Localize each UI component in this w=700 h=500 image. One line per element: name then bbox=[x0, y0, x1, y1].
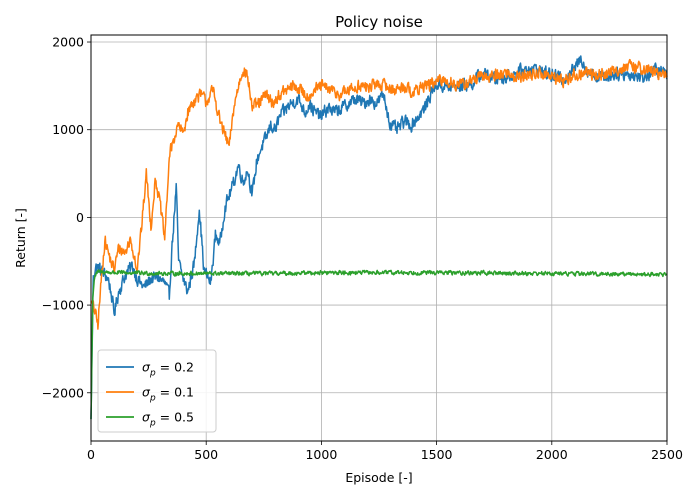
legend-label: σp = 0.1 bbox=[142, 385, 194, 404]
plot-frame bbox=[90, 34, 668, 442]
y-axis: −2000 −1000 0 1000 2000 bbox=[42, 35, 91, 400]
x-tick-label: 1000 bbox=[305, 447, 337, 462]
series-line bbox=[90, 269, 668, 420]
x-tick-label: 2000 bbox=[536, 447, 568, 462]
x-axis-title: Episode [-] bbox=[345, 470, 412, 485]
y-tick-label: 0 bbox=[76, 210, 84, 225]
series-line bbox=[90, 55, 668, 420]
y-tick-label: 2000 bbox=[52, 35, 84, 50]
x-axis: 0 500 1000 1500 2000 2500 bbox=[87, 441, 683, 462]
legend-label: σp = 0.5 bbox=[142, 410, 194, 429]
x-tick-label: 500 bbox=[194, 447, 218, 462]
grid bbox=[90, 35, 668, 441]
legend-box bbox=[97, 349, 217, 433]
y-tick-label: 1000 bbox=[52, 122, 84, 137]
legend-label: σp = 0.2 bbox=[142, 360, 194, 379]
x-tick-label: 1500 bbox=[421, 447, 453, 462]
y-axis-title: Return [-] bbox=[13, 208, 28, 268]
series-group bbox=[90, 55, 668, 420]
legend: σp = 0.2 σp = 0.1 σp = 0.5 bbox=[97, 349, 217, 433]
x-tick-label: 2500 bbox=[651, 447, 683, 462]
series-line bbox=[90, 58, 668, 330]
x-tick-label: 0 bbox=[87, 447, 95, 462]
chart-title: Policy noise bbox=[335, 13, 423, 31]
y-tick-label: −2000 bbox=[42, 385, 84, 400]
y-tick-label: −1000 bbox=[42, 298, 84, 313]
